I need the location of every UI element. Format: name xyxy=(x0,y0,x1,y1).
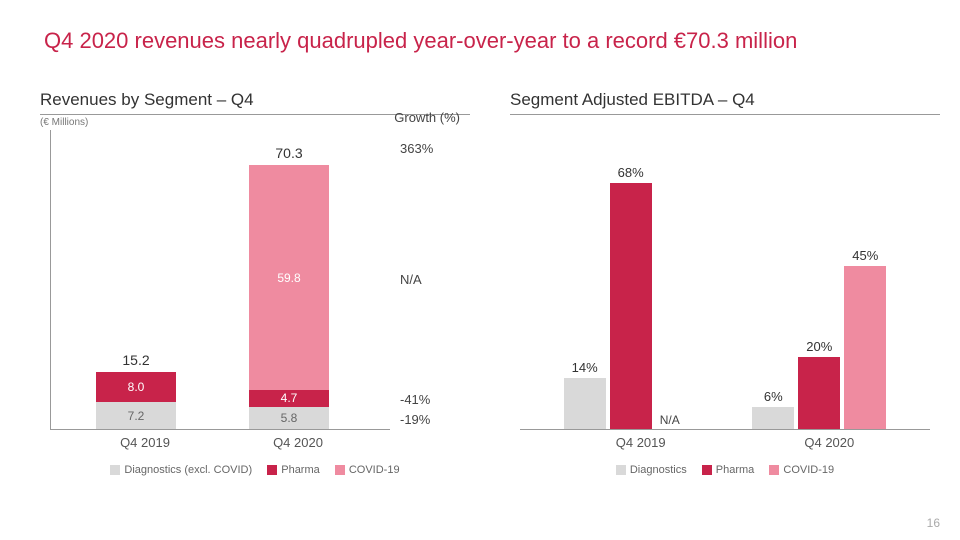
legend: Diagnostics (excl. COVID) Pharma COVID-1… xyxy=(40,464,470,478)
category-label: Q4 2020 xyxy=(248,435,348,450)
legend-item: Diagnostics (excl. COVID) xyxy=(110,464,252,476)
bar-segment: 59.8 xyxy=(249,165,329,389)
legend-label: COVID-19 xyxy=(349,464,400,476)
bar-segment: 5.8 xyxy=(249,407,329,429)
growth-label: N/A xyxy=(400,272,460,287)
legend-label: Diagnostics xyxy=(630,464,687,476)
bar-value-label: 45% xyxy=(844,248,886,263)
growth-label: -19% xyxy=(400,412,460,427)
growth-label: 363% xyxy=(400,141,460,156)
legend: Diagnostics Pharma COVID-19 xyxy=(510,464,940,478)
bar-value-label: 14% xyxy=(564,360,606,375)
ebitda-chart: Segment Adjusted EBITDA – Q4 14%68%N/A6%… xyxy=(510,90,940,490)
plot-area: 8.0 7.2 15.2 59.8 4.7 5.8 70.3 xyxy=(50,130,390,430)
legend-label: COVID-19 xyxy=(783,464,834,476)
category-label: Q4 2020 xyxy=(769,435,889,450)
legend-item: COVID-19 xyxy=(769,464,834,476)
legend-item: Pharma xyxy=(267,464,320,476)
bar-value-label: 68% xyxy=(610,165,652,180)
bar-group: 59.84.75.870.3 xyxy=(249,165,329,429)
legend-label: Pharma xyxy=(716,464,755,476)
slide-title: Q4 2020 revenues nearly quadrupled year-… xyxy=(44,28,797,54)
bar-value-label: 20% xyxy=(798,339,840,354)
legend-item: Diagnostics xyxy=(616,464,687,476)
bar-value-label: 8.0 xyxy=(96,380,176,394)
legend-label: Pharma xyxy=(281,464,320,476)
bar: 45% xyxy=(844,266,886,429)
bar: 6% xyxy=(752,407,794,429)
category-label: Q4 2019 xyxy=(95,435,195,450)
bar-value-label: 59.8 xyxy=(249,271,329,285)
bar: 20% xyxy=(798,357,840,430)
bar-group: 8.07.215.2 xyxy=(96,372,176,429)
bar-value-label: 7.2 xyxy=(96,409,176,423)
bar-value-label: N/A xyxy=(660,413,680,427)
growth-header: Growth (%) xyxy=(394,110,460,125)
bar-value-label: 4.7 xyxy=(249,391,329,405)
legend-label: Diagnostics (excl. COVID) xyxy=(124,464,252,476)
bar-segment: 4.7 xyxy=(249,390,329,408)
bar: 14% xyxy=(564,378,606,429)
category-label: Q4 2019 xyxy=(581,435,701,450)
page-number: 16 xyxy=(927,516,940,530)
bar-total-label: 70.3 xyxy=(249,145,329,161)
plot-area: 14%68%N/A6%20%45% xyxy=(520,140,930,430)
bar-value-label: 6% xyxy=(752,389,794,404)
bar-segment: 8.0 xyxy=(96,372,176,402)
revenues-chart: Revenues by Segment – Q4 (€ Millions) Gr… xyxy=(40,90,470,490)
legend-item: Pharma xyxy=(702,464,755,476)
bar: 68% xyxy=(610,183,652,430)
legend-item: COVID-19 xyxy=(335,464,400,476)
chart-title: Segment Adjusted EBITDA – Q4 xyxy=(510,90,940,115)
bar-total-label: 15.2 xyxy=(96,352,176,368)
bar-segment: 7.2 xyxy=(96,402,176,429)
bar-value-label: 5.8 xyxy=(249,411,329,425)
growth-label: -41% xyxy=(400,392,460,407)
